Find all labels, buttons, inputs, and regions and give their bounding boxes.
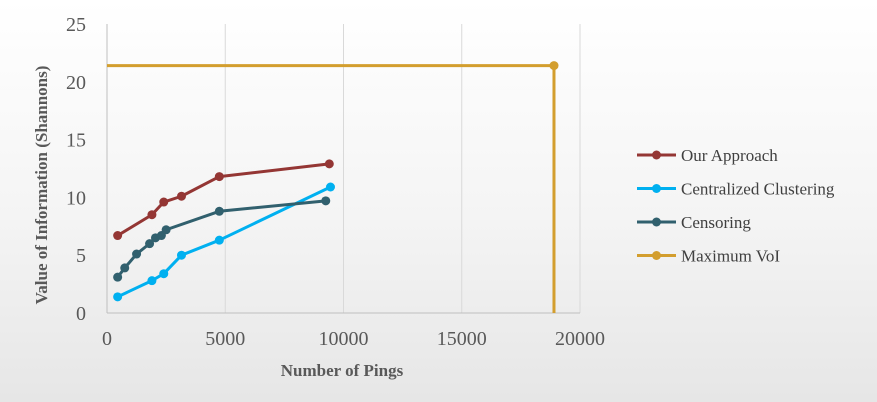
axes (106, 24, 580, 314)
legend-swatch-marker (652, 217, 661, 227)
data-point (145, 239, 155, 249)
x-tick-label: 0 (102, 328, 112, 350)
data-point (161, 225, 171, 235)
data-point (132, 249, 142, 259)
data-point (147, 210, 157, 220)
y-tick-label: 15 (66, 130, 86, 152)
tick-labels: 0 5000 10000 15000 20000 0 5 10 15 20 25 (66, 14, 605, 350)
legend-item-our-approach: Our Approach (637, 146, 778, 165)
data-point (214, 172, 224, 182)
series-line (117, 185, 332, 299)
series-line (116, 162, 330, 237)
y-axis-title: Value of Information (Shannons) (32, 66, 51, 305)
series-maximum-voi (107, 61, 559, 313)
data-point (214, 235, 224, 245)
data-point (321, 196, 331, 206)
x-tick-label: 20000 (555, 328, 605, 350)
data-point (120, 263, 130, 273)
y-tick-label: 25 (66, 14, 86, 36)
data-point (113, 292, 123, 302)
series-layer (107, 61, 559, 313)
legend-swatch-marker (652, 251, 661, 260)
y-tick-label: 5 (76, 245, 86, 267)
y-tick-label: 0 (76, 303, 86, 325)
gridlines (224, 24, 581, 313)
data-point (324, 159, 334, 169)
data-point (147, 276, 157, 286)
legend-item-censoring: Censoring (637, 213, 751, 232)
data-point (176, 250, 186, 260)
y-tick-label: 10 (66, 187, 86, 209)
series-centralized-clustering (113, 182, 335, 302)
data-point (159, 197, 169, 207)
data-point (113, 272, 123, 282)
data-point (113, 231, 123, 241)
data-point (214, 206, 224, 216)
legend-item-maximum-voi: Maximum VoI (637, 247, 780, 266)
y-tick-label: 20 (66, 72, 86, 94)
data-point (159, 269, 169, 279)
data-point (325, 182, 335, 192)
legend-label: Maximum VoI (681, 247, 780, 266)
legend-item-centralized-clustering: Centralized Clustering (637, 180, 835, 199)
series-our-approach (113, 159, 334, 241)
x-tick-label: 5000 (205, 328, 245, 350)
x-axis-title: Number of Pings (281, 361, 404, 380)
legend-label: Our Approach (681, 146, 778, 165)
series-censoring (113, 196, 331, 282)
legend: Our Approach Centralized Clustering Censor… (637, 146, 835, 266)
legend-swatch-marker (652, 184, 661, 193)
data-point (176, 191, 186, 201)
x-tick-label: 15000 (437, 328, 487, 350)
legend-swatch-marker (652, 150, 661, 160)
data-point (549, 61, 559, 71)
x-tick-label: 10000 (319, 328, 369, 350)
legend-label: Censoring (681, 213, 751, 232)
legend-label: Centralized Clustering (681, 180, 835, 199)
